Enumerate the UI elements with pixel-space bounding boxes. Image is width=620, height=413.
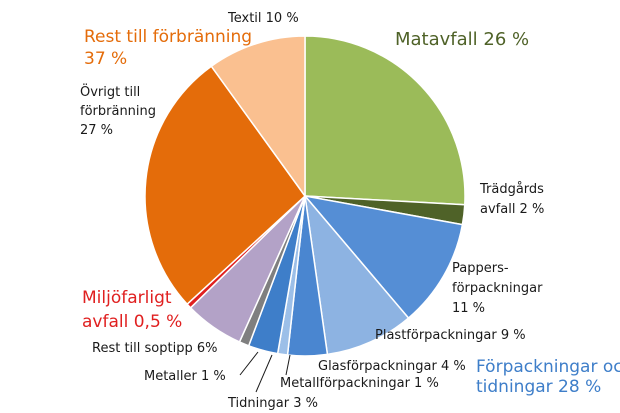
label-ovrigt-line3: 27 % (80, 123, 113, 138)
group-label-miljo: Miljöfarligt avfall 0,5 % (82, 288, 182, 332)
label-metaller: Metaller 1 % (144, 369, 226, 384)
label-tradgard-line1: Trädgårds (479, 182, 544, 197)
label-ovrigt-line1: Övrigt till (80, 83, 140, 100)
label-ovrigt-line2: förbränning (80, 104, 156, 119)
label-tidningar: Tidningar 3 % (227, 396, 318, 411)
label-matavfall: Matavfall 26 % (395, 29, 529, 50)
group-label-rest: Rest till förbränning 37 % (84, 27, 258, 69)
label-papper-line3: 11 % (452, 301, 485, 316)
pie-slice-10 (144, 65, 306, 306)
label-papper: Pappers- förpackningar 11 % (452, 261, 547, 316)
pie-slice-0 (304, 35, 466, 206)
label-plast: Plastförpackningar 9 % (375, 328, 526, 343)
label-soptipp: Rest till soptipp 6% (92, 341, 217, 356)
label-papper-line2: förpackningar (452, 281, 543, 296)
group-label-miljo-line1: Miljöfarligt (82, 288, 172, 308)
label-glas: Glasförpackningar 4 % (318, 359, 466, 374)
label-textil: Textil 10 % (227, 11, 299, 26)
label-ovrigt: Övrigt till förbränning 27 % (80, 83, 160, 138)
group-label-forp-line1: Förpackningar och (476, 357, 620, 377)
pie-slice-2 (303, 194, 464, 320)
leader-line-metaller (239, 351, 259, 376)
group-label-forp: Förpackningar och tidningar 28 % (476, 357, 620, 397)
label-papper-line1: Pappers- (452, 261, 509, 276)
label-metallforp: Metallförpackningar 1 % (280, 376, 439, 391)
label-tradgard-line2: avfall 2 % (480, 202, 544, 217)
pie-slices (144, 35, 466, 357)
pie-slice-11 (210, 35, 306, 199)
group-label-rest-line2: 37 % (84, 49, 127, 69)
group-label-forp-line2: tidningar 28 % (476, 377, 601, 397)
pie-slice-3 (303, 193, 410, 356)
label-tradgard: Trädgårds avfall 2 % (479, 182, 548, 217)
group-label-rest-line1: Rest till förbränning (84, 27, 252, 47)
group-label-miljo-line2: avfall 0,5 % (82, 312, 182, 332)
leader-line-tidningar (255, 354, 273, 393)
leader-line-metallforp (285, 354, 291, 376)
